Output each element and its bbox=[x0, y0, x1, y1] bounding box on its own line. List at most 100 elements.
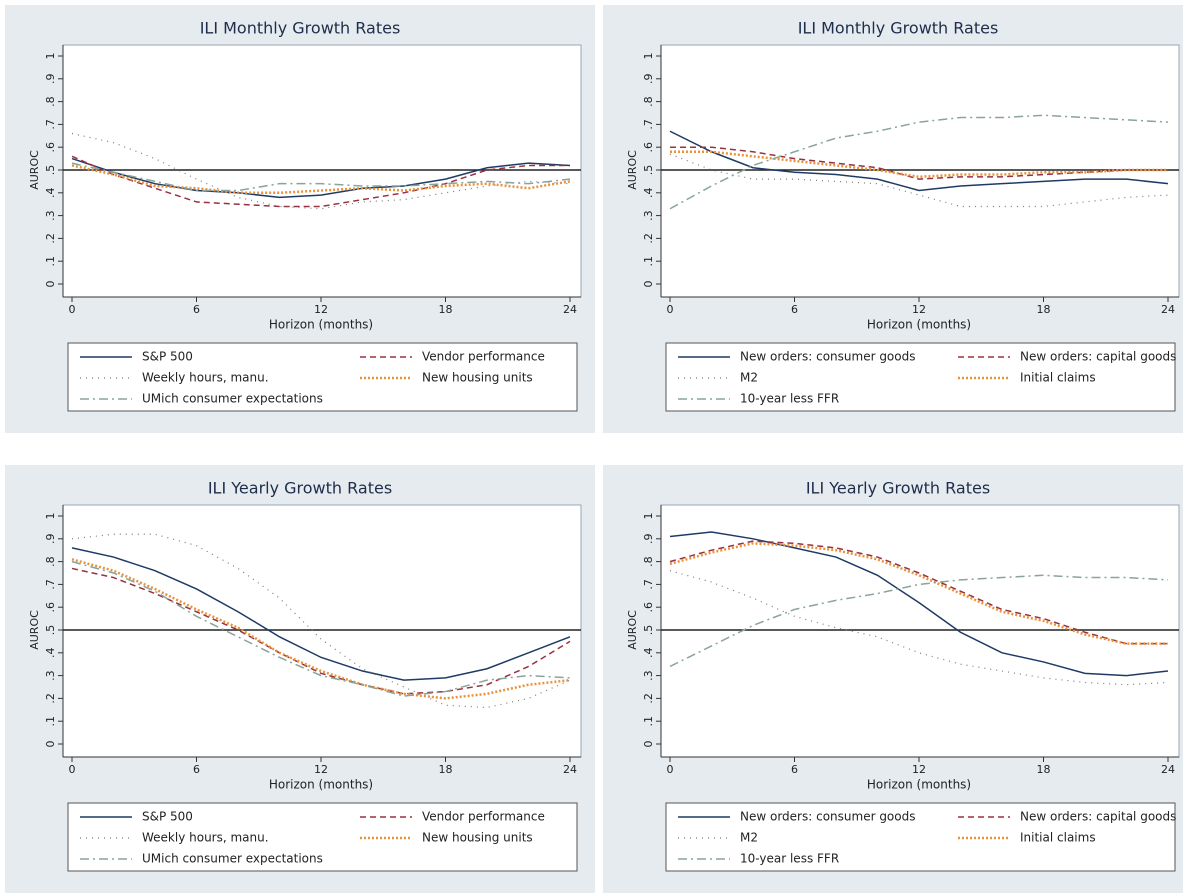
y-tick-label: 1 bbox=[642, 513, 655, 520]
legend-label: Initial claims bbox=[1020, 371, 1096, 385]
legend-label: Initial claims bbox=[1020, 831, 1096, 845]
x-tick-label: 0 bbox=[69, 303, 76, 316]
y-tick-label: .2 bbox=[642, 233, 655, 244]
y-axis-label: AUROC bbox=[626, 150, 639, 190]
legend bbox=[67, 802, 578, 872]
chart-title: ILI Monthly Growth Rates bbox=[798, 19, 999, 38]
y-tick-label: 1 bbox=[44, 513, 57, 520]
x-tick-label: 24 bbox=[563, 763, 577, 776]
x-tick-label: 6 bbox=[193, 763, 200, 776]
legend-label: New orders: consumer goods bbox=[740, 810, 916, 824]
y-tick-label: .1 bbox=[642, 716, 655, 727]
plot-area bbox=[62, 504, 582, 758]
y-tick-label: .3 bbox=[642, 670, 655, 681]
x-tick-label: 6 bbox=[791, 763, 798, 776]
y-tick-label: .5 bbox=[44, 165, 57, 176]
y-axis-label: AUROC bbox=[28, 150, 41, 190]
y-tick-label: .6 bbox=[44, 142, 57, 153]
series-line bbox=[71, 567, 571, 695]
series-line bbox=[670, 150, 1168, 179]
chart-panel: ILI Monthly Growth Rates AUROC Horizon (mo… bbox=[5, 5, 595, 433]
y-tick-label: .1 bbox=[44, 716, 57, 727]
series-line bbox=[669, 130, 1169, 192]
y-tick-label: .9 bbox=[642, 74, 655, 85]
x-tick-label: 6 bbox=[791, 303, 798, 316]
y-tick-label: .3 bbox=[44, 210, 57, 221]
legend-label: M2 bbox=[740, 831, 758, 845]
x-axis-label: Horizon (months) bbox=[269, 778, 373, 792]
x-tick-label: 24 bbox=[1161, 303, 1175, 316]
y-axis-label: AUROC bbox=[626, 610, 639, 650]
legend-label: New orders: capital goods bbox=[1020, 350, 1176, 364]
legend-label: UMich consumer expectations bbox=[142, 852, 323, 866]
legend-label: S&P 500 bbox=[142, 350, 193, 364]
legend-label: New orders: consumer goods bbox=[740, 350, 916, 364]
y-tick-label: .1 bbox=[44, 256, 57, 267]
x-tick-label: 12 bbox=[314, 303, 328, 316]
chart-panel: ILI Monthly Growth Rates AUROC Horizon (mo… bbox=[603, 5, 1183, 433]
series-line bbox=[71, 558, 571, 700]
x-tick-label: 18 bbox=[1037, 763, 1051, 776]
series-line bbox=[669, 540, 1168, 645]
y-tick-label: .2 bbox=[44, 693, 57, 704]
y-tick-label: .8 bbox=[44, 556, 57, 567]
y-tick-label: .6 bbox=[44, 602, 57, 613]
y-tick-label: .2 bbox=[44, 233, 57, 244]
x-tick-label: 6 bbox=[193, 303, 200, 316]
series-line bbox=[669, 531, 1169, 677]
y-tick-label: .8 bbox=[642, 556, 655, 567]
series-line bbox=[71, 547, 571, 681]
series-line bbox=[71, 164, 571, 195]
legend-label: 10-year less FFR bbox=[740, 852, 839, 866]
legend-label: Weekly hours, manu. bbox=[142, 831, 269, 845]
series-line bbox=[669, 114, 1169, 210]
y-tick-label: .5 bbox=[44, 625, 57, 636]
series-line bbox=[71, 162, 571, 192]
legend-label: M2 bbox=[740, 371, 758, 385]
y-tick-label: .9 bbox=[44, 74, 57, 85]
series-line bbox=[71, 157, 571, 199]
y-tick-label: .4 bbox=[642, 188, 655, 199]
y-tick-label: 0 bbox=[44, 741, 57, 748]
legend bbox=[665, 802, 1176, 872]
y-tick-label: .3 bbox=[44, 670, 57, 681]
x-tick-label: 18 bbox=[1037, 303, 1051, 316]
y-tick-label: .7 bbox=[642, 579, 655, 590]
y-tick-label: .7 bbox=[44, 119, 57, 129]
chart-title: ILI Monthly Growth Rates bbox=[200, 19, 401, 38]
x-tick-label: 0 bbox=[667, 303, 674, 316]
legend-label: 10-year less FFR bbox=[740, 392, 839, 406]
y-tick-label: .2 bbox=[642, 693, 655, 704]
plot-area bbox=[660, 504, 1180, 758]
y-axis-label: AUROC bbox=[28, 610, 41, 650]
legend-label: Vendor performance bbox=[422, 350, 545, 364]
legend-label: UMich consumer expectations bbox=[142, 392, 323, 406]
legend bbox=[67, 342, 578, 412]
series-line bbox=[71, 560, 571, 697]
legend-label: S&P 500 bbox=[142, 810, 193, 824]
legend-label: Vendor performance bbox=[422, 810, 545, 824]
plot-area bbox=[62, 44, 582, 298]
y-tick-label: .7 bbox=[642, 119, 655, 129]
y-tick-label: .5 bbox=[642, 165, 655, 176]
x-axis-label: Horizon (months) bbox=[269, 318, 373, 332]
x-tick-label: 12 bbox=[912, 763, 926, 776]
x-tick-label: 0 bbox=[667, 763, 674, 776]
y-tick-label: .6 bbox=[642, 142, 655, 153]
series-line bbox=[669, 542, 1168, 645]
y-tick-label: .4 bbox=[44, 188, 57, 199]
y-tick-label: 0 bbox=[642, 741, 655, 748]
legend-label: New housing units bbox=[422, 371, 533, 385]
y-tick-label: 1 bbox=[642, 53, 655, 60]
x-tick-label: 18 bbox=[439, 303, 453, 316]
x-tick-label: 24 bbox=[563, 303, 577, 316]
y-tick-label: 1 bbox=[44, 53, 57, 60]
chart-title: ILI Yearly Growth Rates bbox=[806, 479, 990, 498]
x-tick-label: 0 bbox=[69, 763, 76, 776]
y-tick-label: .4 bbox=[44, 648, 57, 659]
x-axis-label: Horizon (months) bbox=[867, 318, 971, 332]
y-tick-label: .6 bbox=[642, 602, 655, 613]
y-tick-label: .7 bbox=[44, 579, 57, 590]
chart-title: ILI Yearly Growth Rates bbox=[208, 479, 392, 498]
